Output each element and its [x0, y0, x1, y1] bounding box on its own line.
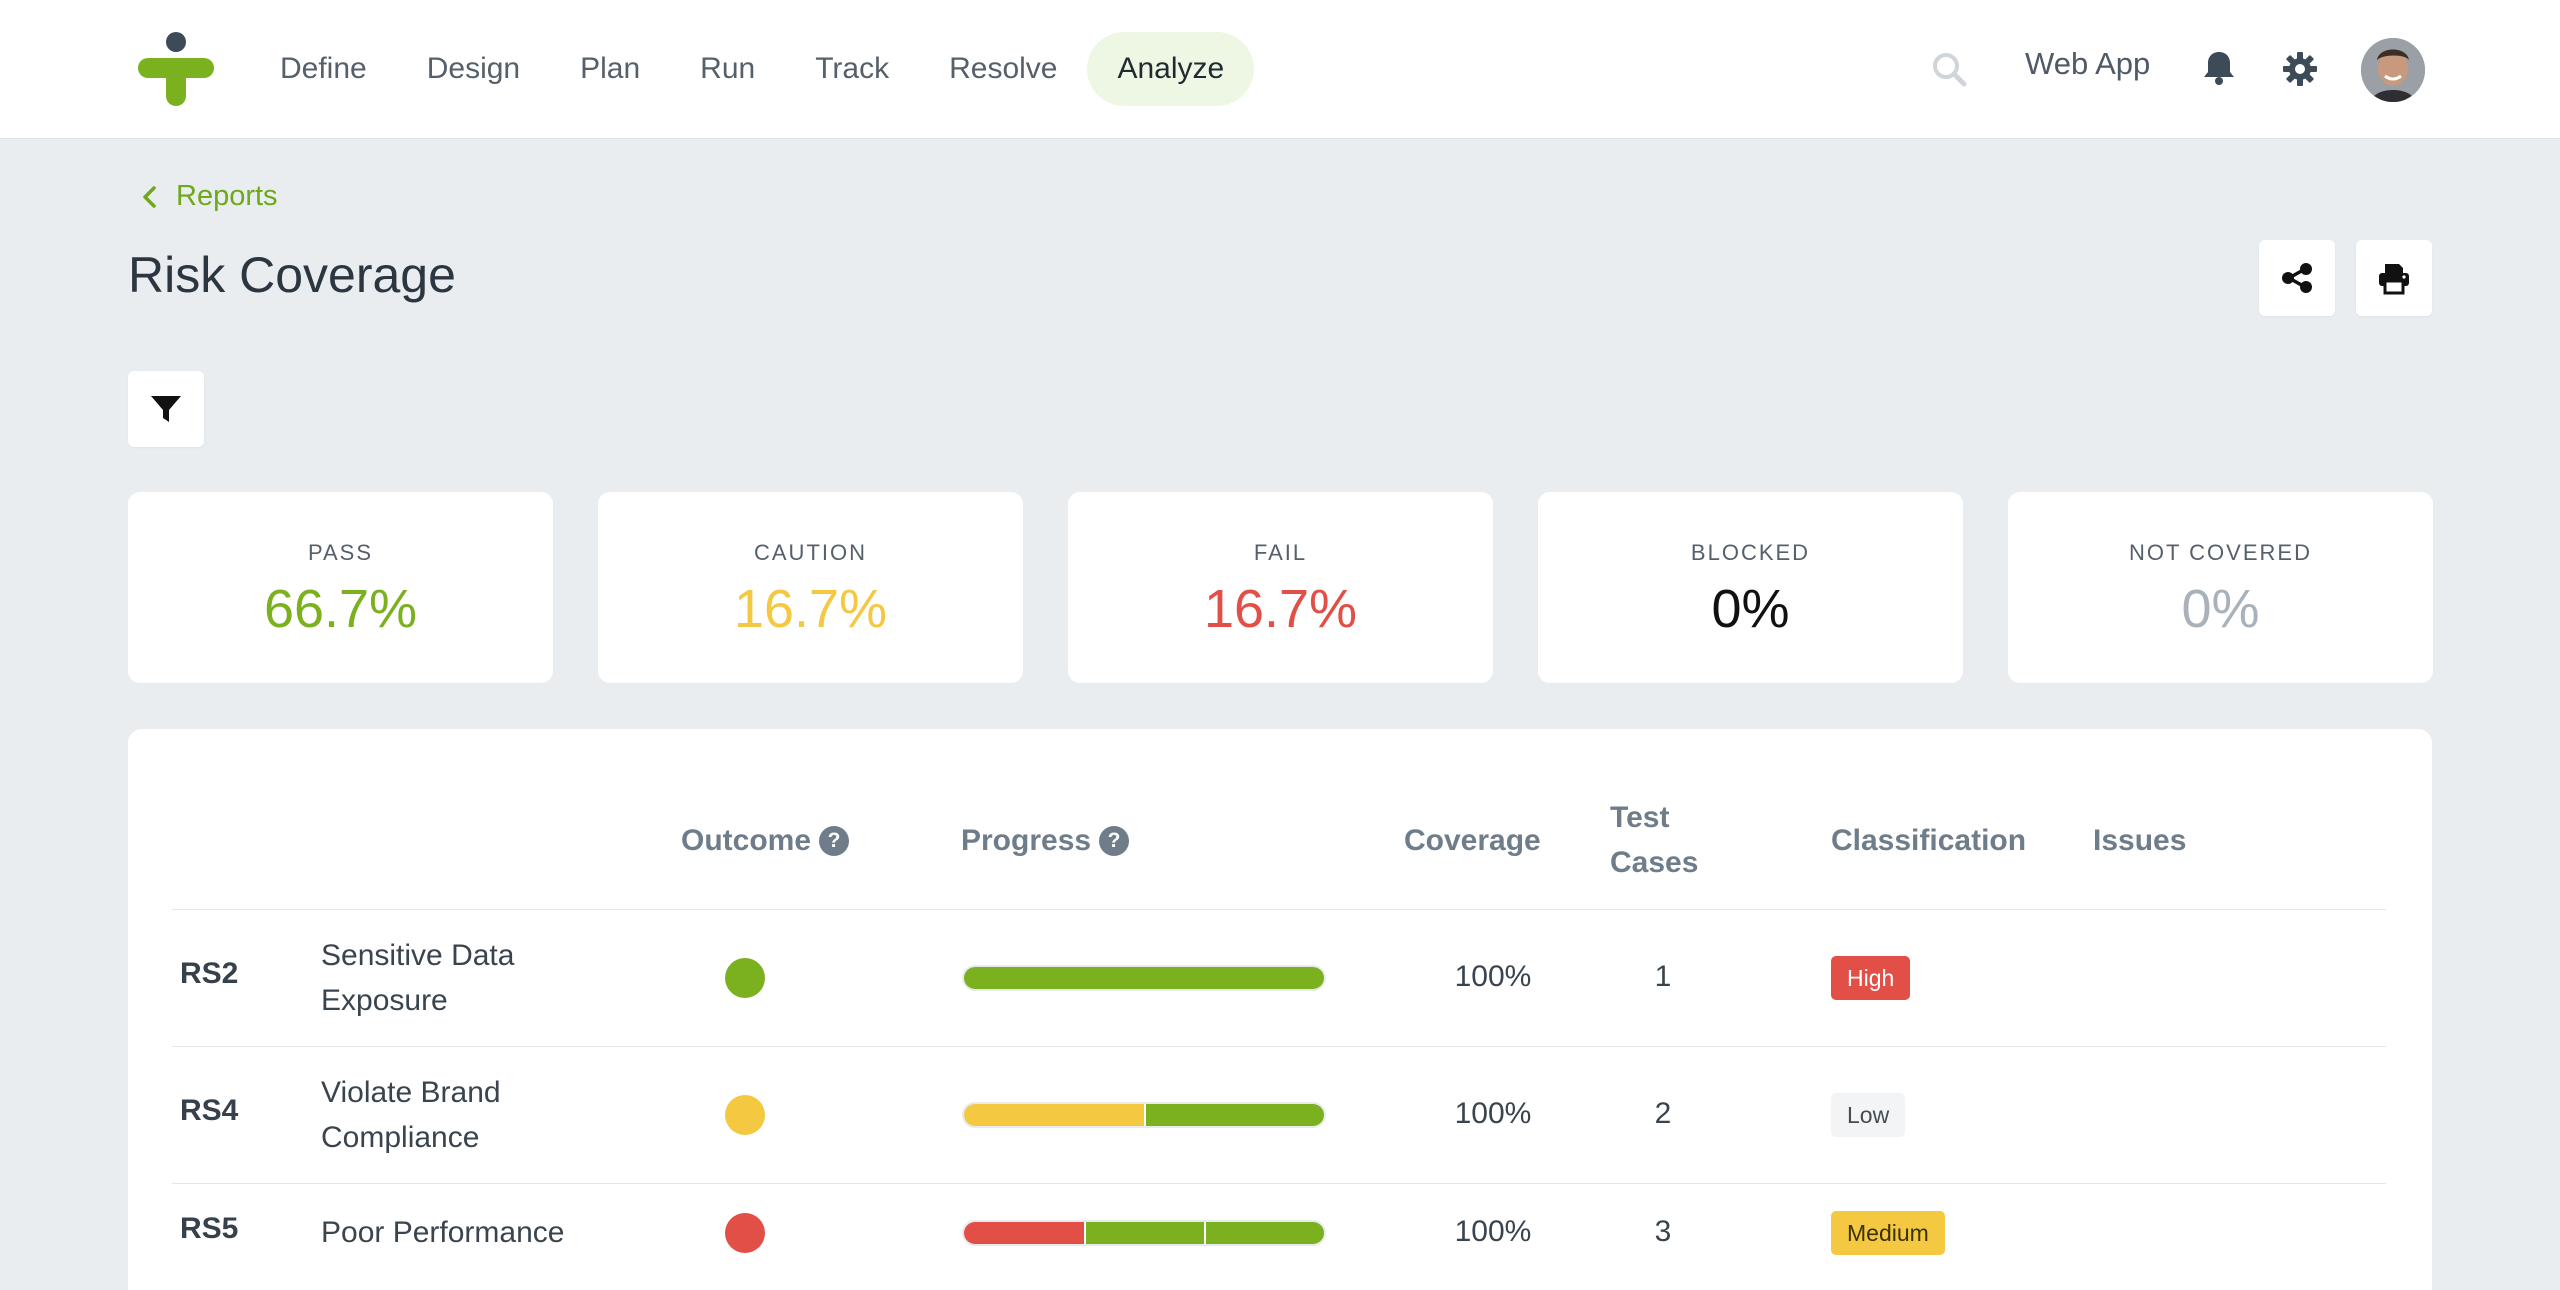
nav-design[interactable]: Design — [426, 52, 521, 85]
coverage-value: 100% — [1454, 960, 1532, 993]
page-title: Risk Coverage — [128, 247, 456, 303]
coverage-value: 100% — [1454, 1097, 1532, 1130]
kpi-label: PASS — [307, 540, 374, 565]
share-button[interactable] — [2259, 240, 2335, 316]
bell-icon[interactable] — [2202, 50, 2236, 86]
kpi-caution: CAUTION 16.7% — [598, 492, 1023, 683]
filter-icon — [151, 396, 181, 422]
nav-plan[interactable]: Plan — [580, 52, 641, 85]
column-header-label: Progress — [961, 824, 1092, 857]
risk-name-line: Exposure — [321, 984, 448, 1017]
risk-name-line: Compliance — [321, 1121, 480, 1154]
kpi-not-covered: NOT COVERED 0% — [2008, 492, 2433, 683]
progress-segment-caution — [964, 1104, 1144, 1126]
risk-id: RS4 — [180, 1094, 239, 1127]
nav-run[interactable]: Run — [700, 52, 756, 85]
column-header-coverage[interactable]: Coverage — [1404, 824, 1541, 857]
kpi-value: 16.7% — [1203, 579, 1358, 639]
avatar[interactable] — [2361, 38, 2425, 102]
kpi-cards: PASS 66.7% CAUTION 16.7% FAIL 16.7% BLOC… — [128, 492, 2433, 683]
column-header-issues[interactable]: Issues — [2093, 824, 2187, 857]
test-cases-count[interactable]: 2 — [1654, 1097, 1672, 1130]
help-icon[interactable]: ? — [1099, 825, 1130, 856]
progress-bar — [962, 965, 1326, 991]
column-header-test-cases[interactable]: Test Cases — [1610, 795, 1698, 885]
test-cases-count[interactable]: 3 — [1654, 1215, 1672, 1248]
risk-name-line: Sensitive Data — [321, 939, 515, 972]
column-header-progress[interactable]: Progress ? — [961, 818, 1130, 863]
risk-name-line: Poor Performance — [321, 1216, 565, 1249]
kpi-value: 0% — [1711, 579, 1790, 639]
column-header-label: Cases — [1610, 846, 1699, 879]
print-button[interactable] — [2356, 240, 2432, 316]
test-cases-count[interactable]: 1 — [1654, 960, 1672, 993]
kpi-value: 16.7% — [733, 579, 888, 639]
divider — [172, 1046, 2386, 1047]
risk-id: RS2 — [180, 957, 239, 990]
progress-segment-pass — [1144, 1104, 1324, 1126]
outcome-indicator — [725, 958, 765, 998]
kpi-fail: FAIL 16.7% — [1068, 492, 1493, 683]
progress-bar — [962, 1220, 1326, 1246]
progress-segment-pass — [964, 967, 1324, 989]
kpi-value: 66.7% — [263, 579, 418, 639]
filter-button[interactable] — [128, 371, 204, 447]
risk-table: Outcome ? Progress ? Coverage Test Cases… — [128, 729, 2432, 1290]
divider — [172, 909, 2386, 910]
chevron-left-icon — [143, 185, 156, 208]
kpi-pass: PASS 66.7% — [128, 492, 553, 683]
progress-segment-pass — [1203, 1222, 1324, 1244]
kpi-label: FAIL — [1253, 540, 1308, 565]
column-header-label: Test — [1610, 801, 1670, 834]
classification-badge: Low — [1831, 1093, 1906, 1137]
column-header-outcome[interactable]: Outcome ? — [681, 818, 850, 863]
kpi-label: BLOCKED — [1690, 540, 1811, 565]
breadcrumb-reports[interactable]: Reports — [140, 180, 278, 213]
column-header-label: Outcome — [681, 824, 812, 857]
progress-bar — [962, 1102, 1326, 1128]
progress-segment-fail — [964, 1222, 1084, 1244]
kpi-blocked: BLOCKED 0% — [1538, 492, 1963, 683]
kpi-label: CAUTION — [754, 540, 867, 565]
classification-badge: Medium — [1831, 1211, 1945, 1255]
share-icon — [2282, 263, 2312, 293]
nav-analyze[interactable]: Analyze — [1087, 32, 1255, 106]
risk-name[interactable]: Poor Performance — [321, 1210, 621, 1255]
main-nav: Define Design Plan Run Track Resolve Ana… — [250, 32, 1255, 106]
help-icon[interactable]: ? — [819, 825, 850, 856]
nav-track[interactable]: Track — [815, 52, 890, 85]
search-icon[interactable] — [1930, 50, 1968, 88]
gear-icon[interactable] — [2282, 51, 2318, 87]
app-logo[interactable] — [138, 32, 214, 106]
kpi-label: NOT COVERED — [2129, 540, 2312, 565]
risk-id: RS5 — [180, 1212, 239, 1245]
progress-segment-pass — [1083, 1222, 1204, 1244]
column-header-classification[interactable]: Classification — [1831, 824, 2027, 857]
risk-name[interactable]: Violate Brand Compliance — [321, 1070, 551, 1160]
classification-badge: High — [1831, 956, 1911, 1000]
nav-define[interactable]: Define — [280, 52, 367, 85]
breadcrumb-label: Reports — [176, 180, 278, 212]
printer-icon — [2379, 264, 2409, 295]
risk-name-line: Violate Brand — [321, 1076, 501, 1109]
table-row[interactable]: RS4 Violate Brand Compliance 100% 2 Low — [128, 1047, 2432, 1183]
outcome-indicator — [725, 1213, 765, 1253]
table-row[interactable]: RS5 Poor Performance 100% 3 Medium — [128, 1184, 2432, 1290]
divider — [172, 1183, 2386, 1184]
risk-name[interactable]: Sensitive Data Exposure — [321, 933, 551, 1023]
coverage-value: 100% — [1454, 1215, 1532, 1248]
kpi-value: 0% — [2181, 579, 2260, 639]
project-switcher[interactable]: Web App — [2025, 46, 2151, 81]
top-bar: Define Design Plan Run Track Resolve Ana… — [0, 0, 2560, 139]
nav-resolve[interactable]: Resolve — [949, 52, 1058, 85]
outcome-indicator — [725, 1095, 765, 1135]
table-row[interactable]: RS2 Sensitive Data Exposure 100% 1 High — [128, 910, 2432, 1046]
